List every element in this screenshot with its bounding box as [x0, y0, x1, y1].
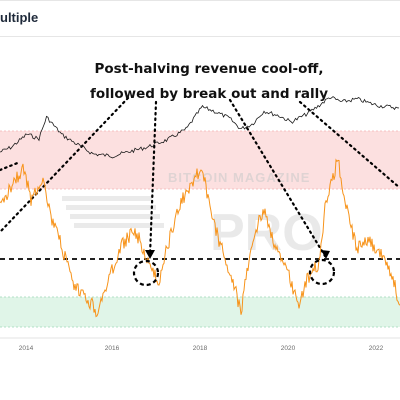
watermark-brand: BITCOIN MAGAZINE [168, 170, 310, 185]
price-line [0, 96, 400, 159]
pointer-line [298, 100, 400, 190]
pointer-line [148, 100, 158, 257]
oscillator-line [0, 158, 400, 318]
pointer-arrowhead [145, 250, 155, 259]
watermark-big: PRO [210, 204, 323, 262]
annotation-line-1: Post-halving revenue cool-off, [94, 61, 324, 77]
highlight-circle [308, 258, 336, 286]
top-border [0, 0, 400, 1]
annotation-pointer-lines [0, 96, 400, 259]
highlight-circles [132, 258, 336, 287]
oscillator-series [0, 158, 400, 318]
annotation-line-2: followed by break out and rally [89, 86, 329, 102]
upper-zone-band [0, 131, 400, 189]
watermark: BITCOIN MAGAZINE PRO [62, 170, 323, 262]
title-divider [0, 36, 400, 37]
pointer-line [0, 96, 130, 234]
x-tick-label: 2018 [193, 345, 208, 352]
x-tick-label: 2022 [369, 345, 384, 352]
lower-zone-band [0, 297, 400, 327]
highlight-circle [132, 259, 160, 287]
x-tick-label: 2020 [281, 345, 296, 352]
annotation-text: Post-halving revenue cool-off, followed … [80, 57, 338, 107]
watermark-stripe [62, 196, 152, 201]
pointer-arrowhead [321, 250, 330, 259]
watermark-stripe [70, 214, 160, 219]
zone-bands [0, 130, 400, 328]
x-tick-label: 2014 [19, 345, 34, 352]
x-axis-ticks: 2014 2016 2018 2020 2022 [19, 345, 384, 352]
watermark-stripe [74, 223, 164, 228]
price-series [0, 96, 400, 159]
watermark-stripe [66, 205, 156, 210]
pointer-line [0, 160, 22, 172]
x-tick-label: 2016 [105, 345, 120, 352]
chart-title: ultiple [0, 10, 39, 25]
